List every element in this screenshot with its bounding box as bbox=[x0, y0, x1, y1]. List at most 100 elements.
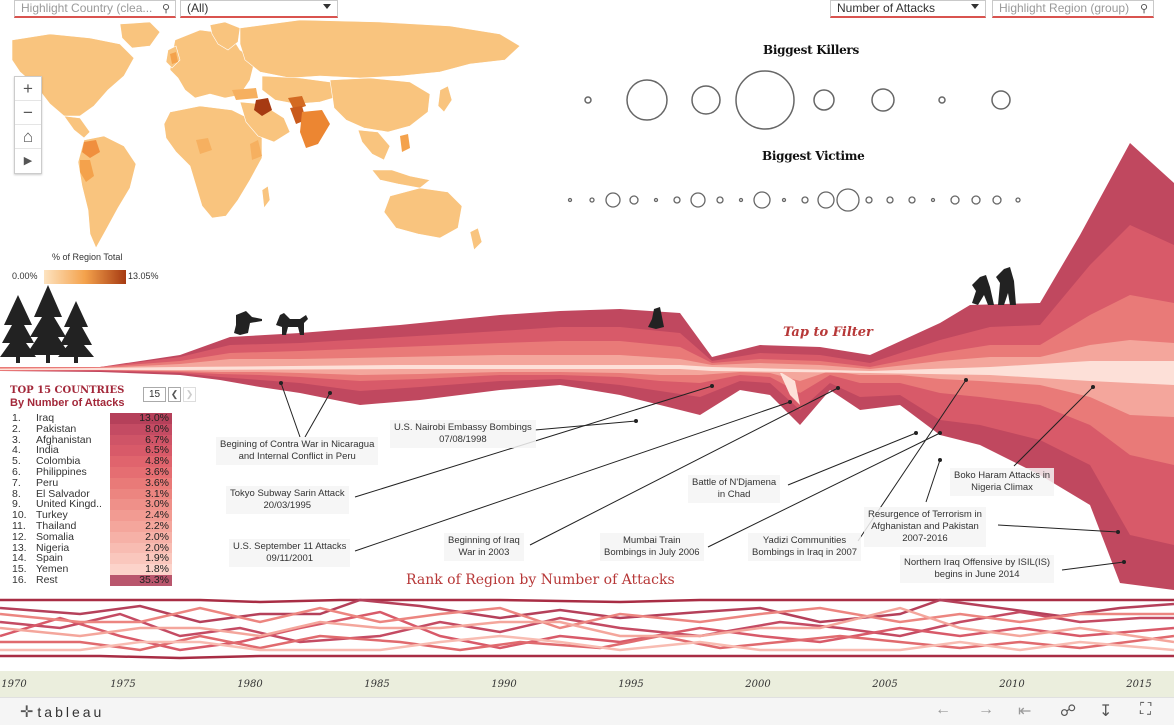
leader-contra-1 bbox=[280, 382, 301, 438]
country-row[interactable]: 11. Thailand 2.2% bbox=[12, 521, 172, 532]
stream-chart[interactable] bbox=[0, 135, 1174, 590]
annotation-nairobi: U.S. Nairobi Embassy Bombings 07/08/1998 bbox=[390, 420, 536, 448]
map-madagascar bbox=[261, 185, 271, 209]
country-row[interactable]: 9. United Kingd.. 3.0% bbox=[12, 499, 172, 511]
country-row[interactable]: 14. Spain 1.9% bbox=[12, 553, 172, 565]
undo-icon[interactable]: ← bbox=[935, 701, 951, 718]
rank-line-6 bbox=[0, 606, 1174, 630]
leader-dot bbox=[1091, 385, 1095, 389]
rank-line-4 bbox=[0, 610, 1174, 652]
country-percent: 3.6% bbox=[110, 467, 172, 478]
tableau-logo[interactable]: ✛ tableau bbox=[20, 702, 104, 722]
year-label: 1975 bbox=[110, 679, 136, 690]
killer-bubble bbox=[871, 88, 895, 112]
country-row[interactable]: 7. Peru 3.6% bbox=[12, 477, 172, 489]
zoom-in-button[interactable]: + bbox=[15, 77, 41, 101]
country-rank: 3. bbox=[12, 433, 21, 446]
country-row[interactable]: 13. Nigeria 2.0% bbox=[12, 542, 172, 554]
country-row[interactable]: 5. Colombia 4.8% bbox=[12, 456, 172, 467]
leader-sept11 bbox=[354, 401, 791, 552]
country-select[interactable]: (All) bbox=[180, 0, 338, 18]
country-row[interactable]: 1. Iraq 13.0% bbox=[12, 413, 172, 424]
killers-bubbles[interactable] bbox=[570, 68, 1030, 133]
legend-max: 13.05% bbox=[128, 271, 159, 281]
country-rank: 2. bbox=[12, 422, 21, 435]
soldier-dog-illustration bbox=[234, 311, 308, 335]
country-row[interactable]: 4. India 6.5% bbox=[12, 444, 172, 457]
top15-title: TOP 15 COUNTRIES bbox=[10, 385, 125, 396]
leader-isil-1 bbox=[997, 524, 1119, 533]
country-name: Iraq bbox=[36, 413, 55, 424]
country-name: Spain bbox=[36, 553, 63, 565]
download-icon[interactable]: ↧ bbox=[1099, 703, 1113, 720]
country-name: Rest bbox=[36, 574, 58, 586]
leader-isil-2 bbox=[1061, 561, 1125, 571]
prev-button[interactable]: ❮ bbox=[168, 387, 181, 402]
two-soldiers-illustration bbox=[972, 267, 1016, 305]
map-russia bbox=[239, 20, 521, 79]
fullscreen-icon[interactable]: ⛶ bbox=[1140, 701, 1152, 718]
country-row[interactable]: 12. Somalia 2.0% bbox=[12, 531, 172, 543]
annotation-isil: Northern Iraq Offensive by ISIL(IS) begi… bbox=[900, 555, 1055, 583]
country-row[interactable]: 6. Philippines 3.6% bbox=[12, 467, 172, 478]
victims-bubbles[interactable] bbox=[560, 185, 1030, 215]
highlight-country-input[interactable]: Highlight Country (clea... ⚲ bbox=[14, 0, 176, 18]
country-rank: 4. bbox=[12, 444, 21, 457]
map-somalia bbox=[250, 140, 262, 160]
chevron-down-icon bbox=[323, 4, 331, 9]
victim-bubble bbox=[738, 197, 744, 203]
map-iraq bbox=[254, 98, 272, 116]
map-philippines bbox=[400, 134, 410, 152]
country-percent: 3.6% bbox=[110, 477, 172, 489]
rank-chart-title: Rank of Region by Number of Attacks bbox=[406, 572, 675, 588]
measure-select-value: Number of Attacks bbox=[837, 1, 936, 15]
country-rank: 10. bbox=[12, 509, 27, 522]
world-map[interactable] bbox=[0, 20, 525, 264]
leader-djamena bbox=[787, 432, 917, 486]
victim-bubble bbox=[673, 196, 681, 204]
country-percent: 2.2% bbox=[110, 521, 172, 532]
year-label: 2015 bbox=[1126, 679, 1152, 690]
country-row[interactable]: 16. Rest 35.3% bbox=[12, 575, 172, 586]
victim-bubble bbox=[836, 188, 860, 212]
country-percent: 2.0% bbox=[110, 542, 172, 554]
share-icon[interactable]: ☍ bbox=[1060, 703, 1077, 720]
country-name: United Kingd.. bbox=[36, 499, 102, 511]
redo-icon[interactable]: → bbox=[978, 701, 994, 718]
country-row[interactable]: 3. Afghanistan 6.7% bbox=[12, 433, 172, 446]
top-n-pager: 15 ❮ ❯ bbox=[143, 387, 196, 402]
top15-country-list: 1. Iraq 13.0% 2. Pakistan 8.0% 3. Afghanistan 6.… bbox=[12, 413, 172, 586]
play-button[interactable]: ▶ bbox=[23, 155, 33, 167]
victim-bubble bbox=[930, 197, 936, 203]
leader-dot bbox=[914, 431, 918, 435]
country-row[interactable]: 15. Yemen 1.8% bbox=[12, 564, 172, 575]
country-rank: 6. bbox=[12, 465, 21, 478]
country-row[interactable]: 8. El Salvador 3.1% bbox=[12, 488, 172, 500]
country-row[interactable]: 10. Turkey 2.4% bbox=[12, 510, 172, 521]
victim-bubble bbox=[950, 195, 960, 205]
country-row[interactable]: 2. Pakistan 8.0% bbox=[12, 422, 172, 435]
home-button[interactable]: ⌂ bbox=[15, 125, 41, 149]
country-percent: 3.1% bbox=[110, 488, 172, 500]
leader-dot bbox=[1116, 530, 1120, 534]
measure-select[interactable]: Number of Attacks bbox=[830, 0, 986, 18]
country-name: Colombia bbox=[36, 456, 81, 467]
year-label: 1985 bbox=[364, 679, 390, 690]
legend-gradient bbox=[44, 270, 126, 284]
revert-icon[interactable]: ⇤ bbox=[1018, 703, 1032, 720]
victim-bubble bbox=[886, 196, 894, 204]
annotation-resurgence: Resurgence of Terrorism in Afghanistan a… bbox=[864, 507, 986, 547]
next-button[interactable]: ❯ bbox=[183, 387, 196, 402]
killer-bubble bbox=[691, 85, 721, 115]
highlight-region-input[interactable]: Highlight Region (group) ⚲ bbox=[992, 0, 1154, 18]
leader-dot bbox=[328, 391, 332, 395]
country-name: Pakistan bbox=[36, 423, 77, 435]
map-indonesia bbox=[371, 169, 431, 189]
kneeling-figure-illustration bbox=[648, 307, 664, 329]
killer-bubble bbox=[938, 96, 946, 104]
leader-dot bbox=[1122, 560, 1126, 564]
zoom-out-button[interactable]: − bbox=[15, 101, 41, 125]
rank-chart[interactable] bbox=[0, 592, 1174, 664]
top-n-input[interactable]: 15 bbox=[143, 387, 166, 402]
killer-bubble bbox=[991, 90, 1011, 110]
